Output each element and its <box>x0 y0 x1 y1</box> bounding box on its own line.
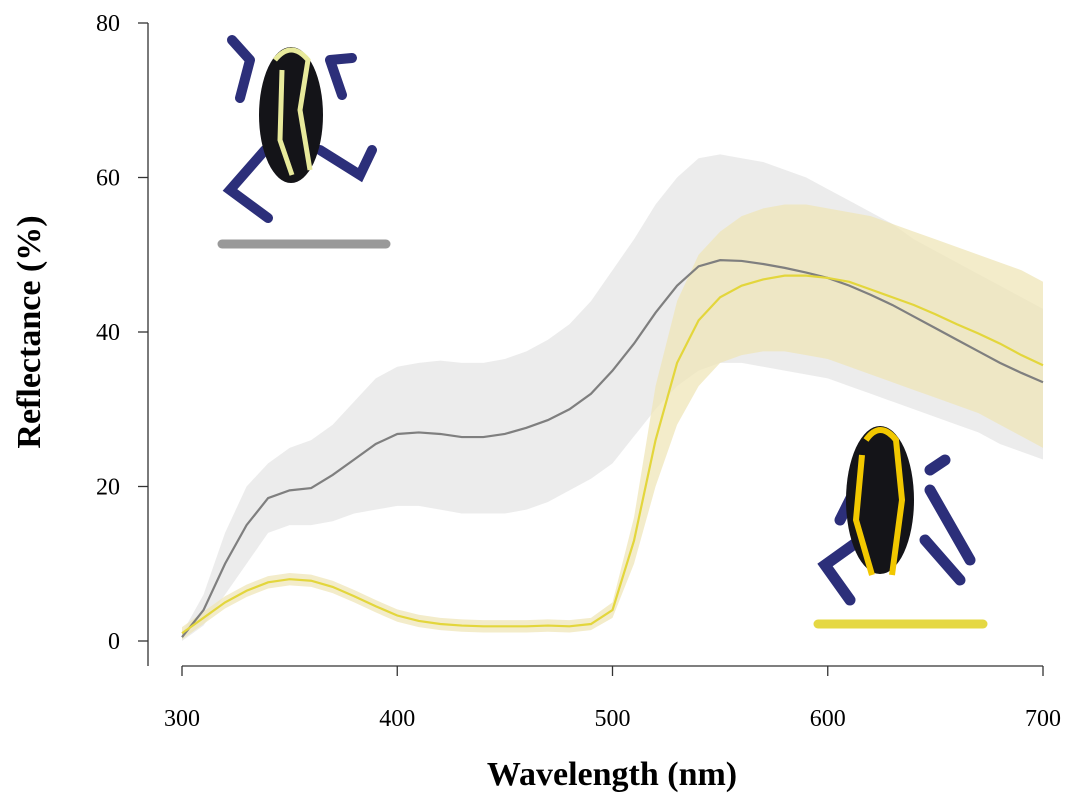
line <box>181 259 1044 638</box>
frog-gray <box>217 35 391 249</box>
plot-area <box>181 154 1044 641</box>
x-axis-title: Wavelength (nm) <box>487 756 737 793</box>
x-tick-label: 500 <box>595 706 631 732</box>
y-tick-label: 0 <box>108 629 120 655</box>
y-axis-title: Reflectance (%) <box>11 215 48 448</box>
y-tick-label: 40 <box>96 320 120 346</box>
x-tick-label: 700 <box>1025 706 1061 732</box>
y-tick-label: 80 <box>96 11 120 37</box>
x-tick-label: 400 <box>379 706 415 732</box>
line <box>181 274 1044 635</box>
x-tick-label: 300 <box>164 706 200 732</box>
error-band <box>182 154 1043 641</box>
frog-yellow <box>813 426 988 629</box>
error-band <box>182 204 1043 640</box>
y-tick-label: 60 <box>96 166 120 192</box>
x-tick-label: 600 <box>810 706 846 732</box>
y-tick-label: 20 <box>96 475 120 501</box>
